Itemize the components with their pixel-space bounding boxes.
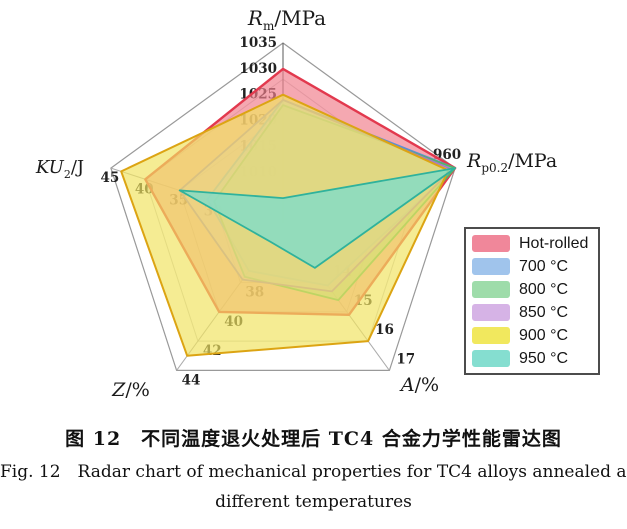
legend-item: 850 °C <box>472 301 588 324</box>
legend-swatch-icon <box>472 258 510 275</box>
tick-label: 45 <box>101 170 120 186</box>
tick-label: 16 <box>375 322 394 338</box>
legend-swatch-icon <box>472 350 510 367</box>
axis-title: Rm/MPa <box>247 6 326 33</box>
series-polygon <box>178 167 457 269</box>
radar-chart: 1035103010251020101510109601716151444424… <box>35 6 557 401</box>
legend-label: 900 °C <box>519 326 569 344</box>
legend-label: 850 °C <box>519 303 569 321</box>
legend-item: 950 °C <box>472 347 588 370</box>
chart-legend: Hot-rolled 700 °C 800 °C 850 °C 900 °C 950 °C <box>464 227 601 375</box>
legend-item: Hot-rolled <box>472 232 588 255</box>
legend-item: 900 °C <box>472 324 588 347</box>
tick-label: 44 <box>182 372 201 388</box>
legend-swatch-icon <box>472 304 510 321</box>
outer-pentagon <box>110 42 456 371</box>
figure-captions: 图 12 不同温度退火处理后 TC4 合金力学性能雷达图 Fig. 12 Rad… <box>0 420 627 512</box>
legend-label: 800 °C <box>519 280 569 298</box>
axis-title: Z/% <box>111 379 150 401</box>
tick-label: 17 <box>396 351 415 367</box>
axis-titles: Rm/MPa Rp0.2/MPa A/% Z/% KU2/J <box>35 6 557 401</box>
legend-label: 950 °C <box>519 349 569 367</box>
legend-swatch-icon <box>472 281 510 298</box>
legend-item: 700 °C <box>472 255 588 278</box>
caption-english-line2: different temperatures <box>215 492 412 512</box>
legend-item: 800 °C <box>472 278 588 301</box>
legend-label: Hot-rolled <box>519 234 589 252</box>
legend-swatch-icon <box>472 235 510 252</box>
axis-title: KU2/J <box>35 157 84 181</box>
legend-swatch-icon <box>472 327 510 344</box>
caption-english-line1: Fig. 12 Radar chart of mechanical proper… <box>0 462 627 482</box>
tick-label: 1030 <box>239 61 277 77</box>
axis-title: Rp0.2/MPa <box>466 150 557 175</box>
caption-chinese: 图 12 不同温度退火处理后 TC4 合金力学性能雷达图 <box>65 428 562 450</box>
legend-label: 700 °C <box>519 257 569 275</box>
tick-label: 1035 <box>239 35 277 51</box>
series-layer <box>120 67 457 357</box>
axis-title: A/% <box>399 374 439 396</box>
